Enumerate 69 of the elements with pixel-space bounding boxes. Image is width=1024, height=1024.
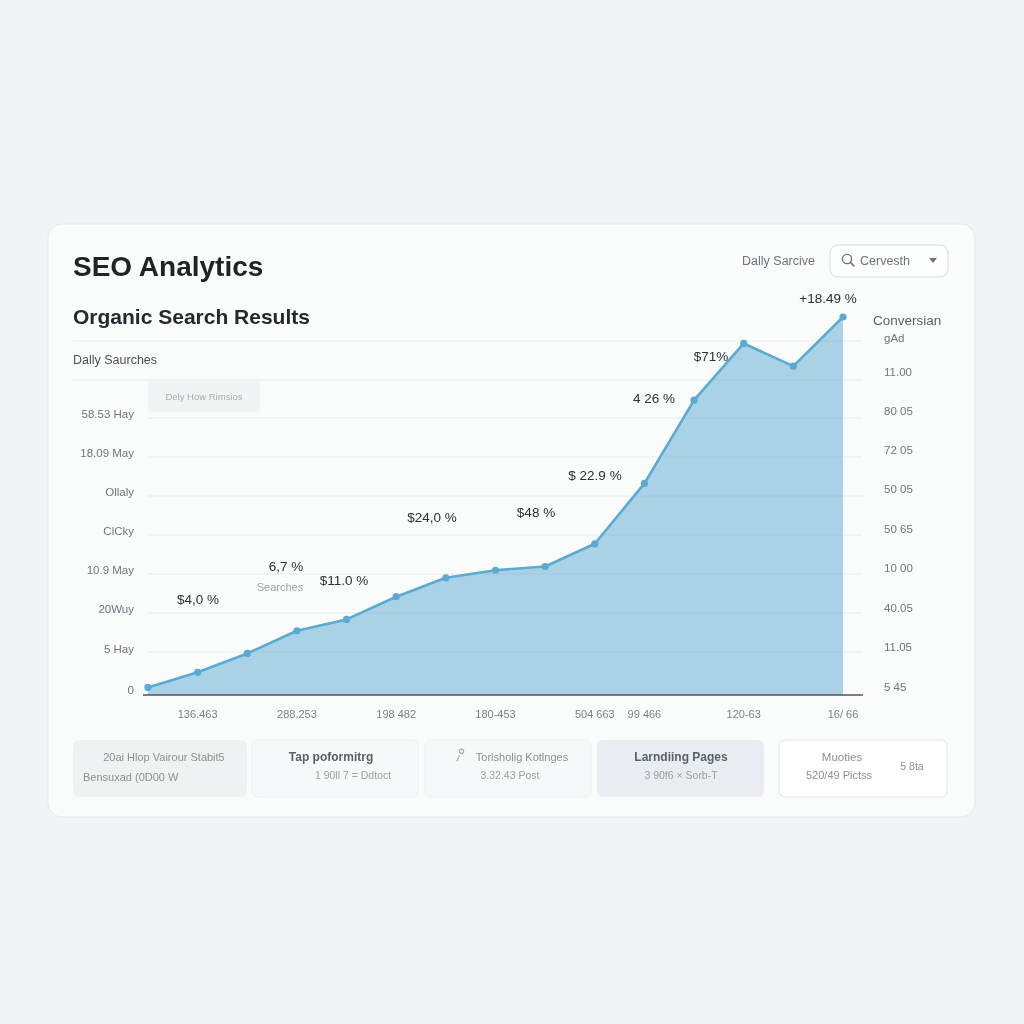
annotation: $11.0 % <box>319 572 369 588</box>
text: 5 Hay <box>103 643 135 656</box>
x-tick-label: 504 663 <box>574 708 615 720</box>
y2-axis-title: Conversian <box>873 313 942 328</box>
x-tick-label: 99 466 <box>627 708 662 720</box>
text: ClCky <box>103 525 135 538</box>
text: 72 05 <box>884 444 913 457</box>
text: 20ai Hlop Vairour Stabit5 <box>103 750 225 763</box>
text: 5 8ta <box>900 759 924 772</box>
point <box>144 683 152 692</box>
chart-subtitle: Organic Search Results <box>73 305 310 328</box>
text: Cervesth <box>860 254 911 269</box>
x-tick-label: 180-453 <box>475 708 516 720</box>
text: 10 00 <box>884 562 913 575</box>
text: 10.9 May <box>86 564 135 577</box>
point <box>243 649 251 658</box>
x-tick-label: 198 482 <box>376 708 417 720</box>
point <box>194 668 202 676</box>
point <box>690 396 698 404</box>
text: 80 05 <box>884 405 913 418</box>
point <box>342 615 351 623</box>
text: 50 65 <box>884 523 913 536</box>
text: Larndiing Pages <box>634 750 728 765</box>
annotation: 6,7 % <box>268 558 304 574</box>
text: Torlsholig Kotlnges <box>475 750 569 763</box>
text: 40.05 <box>884 602 913 615</box>
x-tick-label: 288.253 <box>277 708 317 720</box>
text: 50 05 <box>884 483 913 496</box>
x-tick-label: 16/ 66 <box>827 708 859 720</box>
point <box>392 593 400 601</box>
annotation: $24,0 % <box>407 509 457 525</box>
point <box>442 574 450 582</box>
text: gAd <box>884 332 905 345</box>
point <box>491 566 500 574</box>
text: Ollaly <box>105 486 135 499</box>
point <box>541 562 549 571</box>
text: 58.53 Hay <box>81 408 135 421</box>
text: 0 <box>127 684 134 697</box>
text: 20Wuy <box>98 603 135 616</box>
text: 3.32.43 Post <box>480 768 540 781</box>
x-tick-label: 136.463 <box>177 708 218 720</box>
point <box>293 627 301 635</box>
annotation: $48 % <box>516 504 556 520</box>
chart-title: SEO Analytics <box>73 251 264 282</box>
annotation: 4 26 % <box>632 390 676 406</box>
point <box>640 479 649 487</box>
text: Tap poformitrg <box>288 750 374 765</box>
annotation: $4,0 % <box>176 591 220 607</box>
y-axis-title: Dally Saurches <box>73 353 158 367</box>
text: 11.05 <box>884 641 912 654</box>
text: 3 90f6 × Sorb-T <box>644 768 719 781</box>
text: Dally Sarcive <box>742 254 816 269</box>
point <box>789 362 797 370</box>
text: 1 90ll 7 = Ddtoct <box>314 768 392 781</box>
text: 18.09 May <box>80 447 135 460</box>
text: 11.00 <box>884 366 912 379</box>
point <box>740 339 748 348</box>
text: +18.49 % <box>799 290 857 306</box>
text: 520/49 Pictss <box>805 768 873 781</box>
text: Muoties <box>821 751 863 764</box>
x-tick-label: 120-63 <box>726 708 761 720</box>
text: Bensuxad (0D00 W <box>83 770 179 783</box>
point <box>839 313 847 321</box>
point <box>591 540 599 548</box>
text: 5 45 <box>884 681 907 694</box>
annotation: Searches <box>256 580 304 593</box>
annotation: Dely How Rimsios <box>165 390 243 402</box>
annotation: $ 22.9 % <box>568 467 622 483</box>
annotation: $71% <box>693 348 729 364</box>
